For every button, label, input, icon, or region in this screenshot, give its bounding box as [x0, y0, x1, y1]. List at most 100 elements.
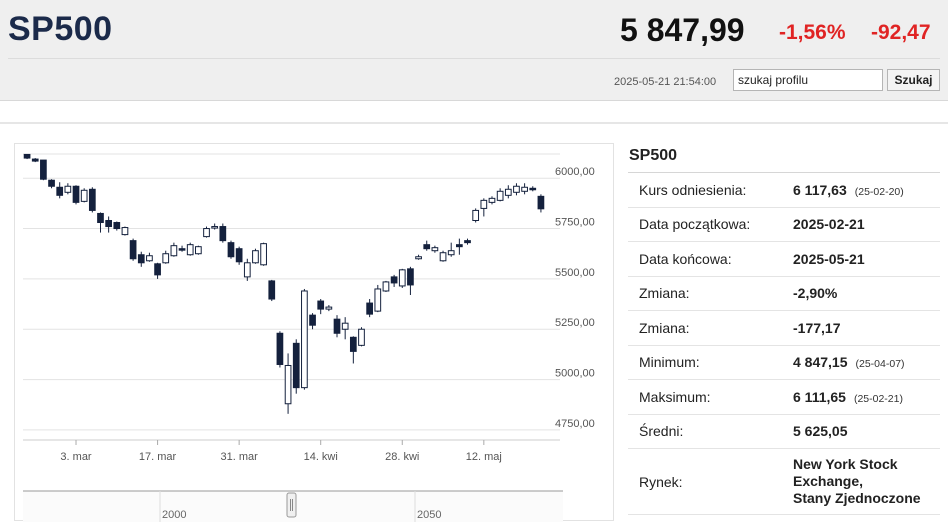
market-value: New York Stock Exchange, Stany Zjednoczo…	[793, 456, 921, 507]
stats-label: Zmiana:	[639, 285, 690, 302]
y-tick-label: 5250,00	[555, 317, 595, 329]
market-label: Rynek:	[639, 473, 683, 490]
stats-value-text: -177,17	[793, 319, 841, 336]
stats-value: 5 625,05	[793, 423, 848, 439]
candle-body	[105, 219, 112, 228]
stats-value: 2025-02-21	[793, 216, 865, 232]
candle-body	[447, 250, 455, 256]
candle-body	[496, 190, 504, 201]
candle-body	[301, 290, 308, 389]
candle-body	[521, 186, 528, 192]
candle-body	[390, 276, 398, 284]
navigator-handle[interactable]	[286, 492, 297, 518]
candle-body	[64, 185, 72, 193]
stats-row-market: Rynek: New York Stock Exchange, Stany Zj…	[628, 449, 940, 515]
candle-body	[488, 197, 496, 203]
candle-body	[40, 159, 47, 180]
x-tick-label: 12. maj	[466, 451, 502, 463]
candle-body	[162, 253, 170, 264]
candle-body	[366, 302, 373, 315]
stats-label: Kurs odniesienia:	[639, 181, 747, 198]
candle-body	[431, 247, 439, 252]
ticker-symbol: SP500	[8, 10, 113, 48]
stats-label: Zmiana:	[639, 319, 690, 336]
header-divider	[8, 58, 940, 59]
candle-body	[456, 244, 463, 248]
candle-body	[504, 188, 512, 196]
candle-body	[56, 186, 64, 196]
candle-body	[195, 246, 202, 255]
y-tick-label: 5000,00	[555, 368, 595, 380]
candle-body	[529, 187, 537, 191]
candle-body	[423, 244, 431, 250]
candle-body	[292, 342, 300, 389]
candle-body	[398, 269, 406, 287]
candle-body	[211, 226, 219, 229]
candle-body	[464, 240, 471, 244]
stats-label: Maksimum:	[639, 388, 711, 405]
candle-body	[80, 189, 88, 202]
quote-timestamp: 2025-05-21 21:54:00	[614, 76, 717, 88]
candle-body	[333, 318, 341, 334]
stats-value: 2025-05-21	[793, 251, 865, 267]
market-line: Stany Zjednoczone	[793, 490, 921, 506]
candle-body	[146, 255, 153, 262]
stats-value: -177,17	[793, 320, 840, 336]
stats-date: (25-02-21)	[853, 392, 903, 405]
stats-value: -2,90%	[793, 285, 837, 301]
candlestick-chart: 6000,00 5750,00 5500,00 5250,00 5000,00 4750,…	[23, 153, 595, 522]
candle-body	[480, 199, 488, 209]
candle-body	[97, 212, 104, 224]
stats-value-text: 6 111,65	[793, 388, 846, 405]
stats-row: Średni: 5 625,05	[628, 415, 940, 449]
main-content	[0, 122, 948, 521]
candle-body	[154, 263, 161, 276]
stats-label: Średni:	[639, 423, 684, 440]
candle-body	[472, 209, 480, 221]
candle-body	[72, 185, 80, 203]
stats-row: Zmiana: -177,17	[628, 311, 940, 346]
search-input[interactable]	[733, 69, 883, 91]
candle-body	[121, 227, 129, 236]
price-chart: 6000,00 5750,00 5500,00 5250,00 5000,00 4750,…	[14, 143, 614, 522]
market-line: Exchange,	[793, 473, 864, 489]
candle-body	[129, 240, 137, 260]
quote-header: SP500 5 847,99 -1,56% -92,47 2025-05-21 …	[0, 0, 948, 101]
stats-value-text: -2,90%	[793, 285, 838, 302]
candle-body	[23, 153, 31, 159]
stats-value: 6 117,63 (25-02-20)	[793, 182, 904, 198]
candle-body	[309, 314, 316, 326]
candle-body	[137, 254, 145, 264]
candle-body	[203, 228, 210, 238]
candle-body	[513, 185, 520, 193]
candle-body	[170, 245, 178, 257]
stats-value-text: 2025-05-21	[793, 250, 865, 267]
navigator-tick-label: 2000	[162, 509, 186, 521]
candle-body	[113, 222, 121, 230]
stats-row: Data początkowa: 2025-02-21	[628, 208, 940, 242]
candle-body	[284, 364, 292, 405]
candle-body	[88, 188, 96, 211]
change-absolute: -92,47	[871, 21, 931, 44]
stats-value-text: 6 117,63	[793, 181, 847, 198]
stats-value-text: 5 625,05	[793, 423, 848, 440]
change-percent: -1,56%	[779, 21, 846, 44]
candle-body	[31, 158, 39, 162]
search-button[interactable]: Szukaj	[887, 69, 940, 91]
stats-table: Kurs odniesienia: 6 117,63 (25-02-20) Data …	[628, 173, 940, 449]
panel-title: SP500	[628, 143, 940, 173]
stats-label: Data początkowa:	[639, 216, 751, 233]
candle-body	[243, 262, 251, 278]
stats-row: Data końcowa: 2025-05-21	[628, 242, 940, 277]
candle-body	[349, 336, 357, 352]
x-tick-label: 17. mar	[139, 451, 177, 463]
candle-body	[382, 281, 390, 292]
candle-body	[252, 250, 259, 264]
stats-value: 4 847,15 (25-04-07)	[793, 354, 905, 370]
last-price: 5 847,99	[620, 12, 745, 48]
x-tick-label: 31. mar	[220, 451, 258, 463]
stats-row: Kurs odniesienia: 6 117,63 (25-02-20)	[628, 173, 940, 208]
y-tick-label: 4750,00	[555, 418, 595, 430]
candle-body	[325, 306, 333, 310]
candle-body	[268, 280, 276, 300]
